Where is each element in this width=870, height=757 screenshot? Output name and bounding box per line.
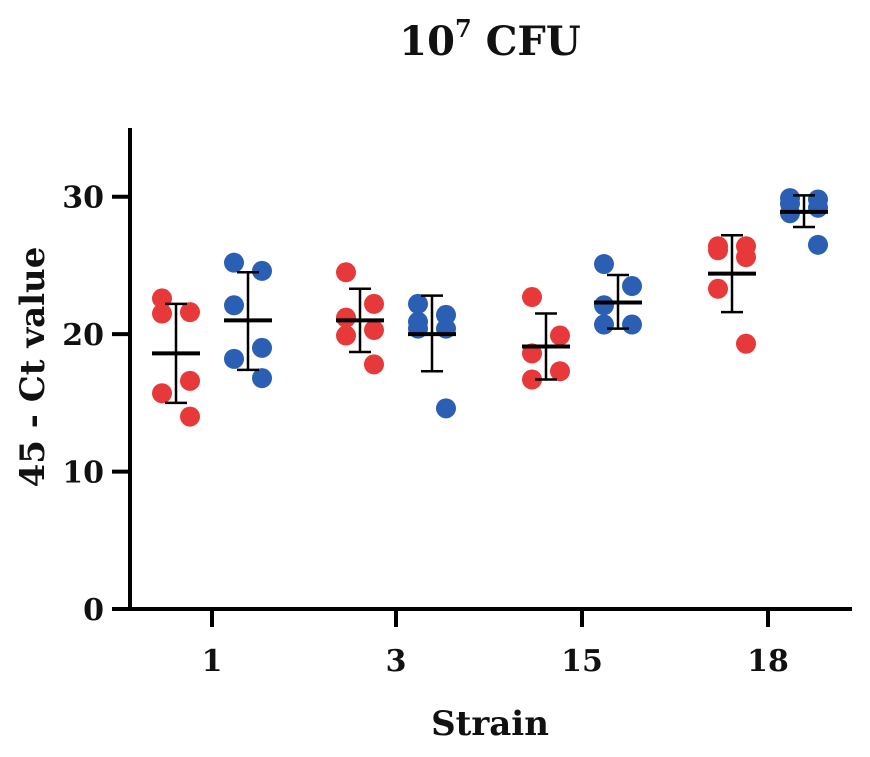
y-axis-title: 45 - Ct value [13, 247, 53, 488]
point-red-15-3 [550, 361, 570, 382]
y-tick-label-20: 20 [62, 318, 104, 353]
point-red-15-1 [550, 325, 570, 346]
point-red-18-5 [736, 333, 756, 354]
point-blue-3-1 [436, 304, 456, 325]
point-red-3-0 [336, 262, 356, 283]
point-blue-1-2 [224, 295, 244, 316]
axes: 0 10 20 30 1 3 15 18 [62, 128, 852, 679]
point-blue-3-0 [408, 293, 428, 314]
point-red-1-2 [152, 303, 172, 324]
chart-title-suffix: CFU [472, 18, 581, 65]
point-blue-15-1 [622, 276, 642, 297]
point-red-18-2 [708, 240, 728, 261]
chart-title-superscript: 7 [455, 14, 472, 43]
y-tick-label-10: 10 [62, 456, 104, 491]
y-tick-label-0: 0 [83, 593, 104, 628]
point-blue-1-3 [252, 337, 272, 358]
x-tick-label-3: 3 [386, 644, 407, 679]
x-tick-label-1: 1 [202, 644, 223, 679]
point-red-1-5 [180, 406, 200, 427]
y-tick-label-30: 30 [62, 181, 104, 216]
x-axis-title: Strain [431, 704, 549, 744]
point-blue-1-0 [224, 252, 244, 273]
point-red-18-3 [736, 247, 756, 268]
point-red-15-4 [522, 369, 542, 390]
point-red-3-3 [364, 320, 384, 341]
point-red-15-0 [522, 287, 542, 308]
point-blue-3-5 [436, 398, 456, 419]
point-blue-18-3 [808, 197, 828, 218]
point-red-3-2 [336, 307, 356, 328]
point-red-3-4 [336, 325, 356, 346]
point-red-3-5 [364, 354, 384, 375]
point-blue-1-5 [252, 368, 272, 389]
point-red-1-4 [152, 383, 172, 404]
point-blue-15-0 [594, 254, 614, 275]
point-blue-1-1 [252, 260, 272, 281]
x-tick-label-18: 18 [747, 644, 789, 679]
point-blue-1-4 [224, 348, 244, 369]
chart-title-base: 10 [399, 18, 455, 65]
point-blue-15-4 [594, 314, 614, 335]
point-blue-15-3 [622, 314, 642, 335]
point-red-3-1 [364, 293, 384, 314]
point-blue-15-2 [594, 295, 614, 316]
plot-area [152, 188, 828, 427]
point-blue-18-5 [808, 234, 828, 255]
point-red-1-1 [180, 302, 200, 323]
chart-title: 107 CFU [399, 14, 580, 65]
point-red-18-4 [708, 278, 728, 299]
x-tick-label-15: 15 [561, 644, 603, 679]
point-red-1-3 [180, 370, 200, 391]
